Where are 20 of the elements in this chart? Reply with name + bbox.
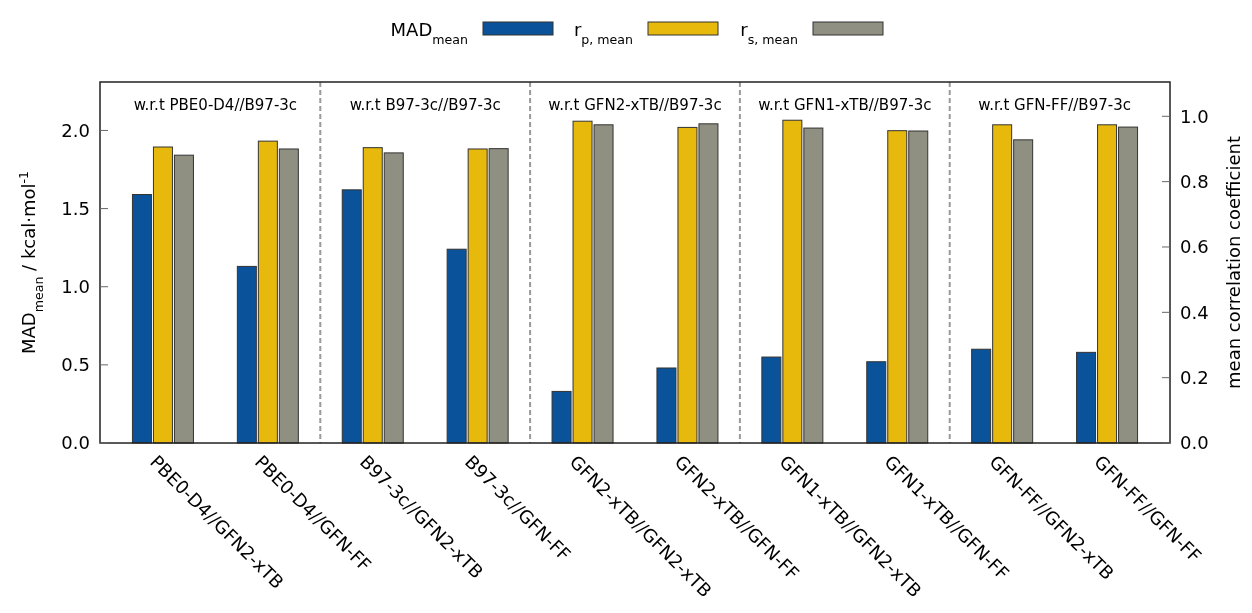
y2-tick-label: 0.6 <box>1180 236 1209 258</box>
y-tick-label: 1.5 <box>61 197 90 219</box>
legend-label: r$_{s, mean}$ <box>740 19 798 47</box>
y2-tick-label: 0.2 <box>1180 366 1209 388</box>
y2-tick-label: 0.4 <box>1180 301 1209 323</box>
legend-label: r$_{p, mean}$ <box>573 19 633 47</box>
y2-tick-label: 0.8 <box>1180 170 1209 192</box>
y2-tick-label: 1.0 <box>1180 105 1209 127</box>
legend-label: MAD$_{mean}$ <box>390 19 468 47</box>
y-tick-label: 0.5 <box>61 354 90 376</box>
y-tick-label: 1.0 <box>61 276 90 298</box>
annotation: w.r.t GFN1-xTB//B97-3c <box>758 96 932 114</box>
y-tick-label: 0.0 <box>61 432 90 454</box>
y2-tick-label: 0.0 <box>1180 432 1209 454</box>
annotation: w.r.t B97-3c//B97-3c <box>349 96 501 114</box>
y2-axis-title: mean correlation coefficient <box>1223 136 1244 389</box>
annotation: w.r.t PBE0-D4//B97-3c <box>133 96 298 114</box>
annotation: w.r.t GFN-FF//B97-3c <box>978 96 1131 114</box>
annotation: w.r.t GFN2-xTB//B97-3c <box>548 96 722 114</box>
y-tick-label: 2.0 <box>61 119 90 141</box>
